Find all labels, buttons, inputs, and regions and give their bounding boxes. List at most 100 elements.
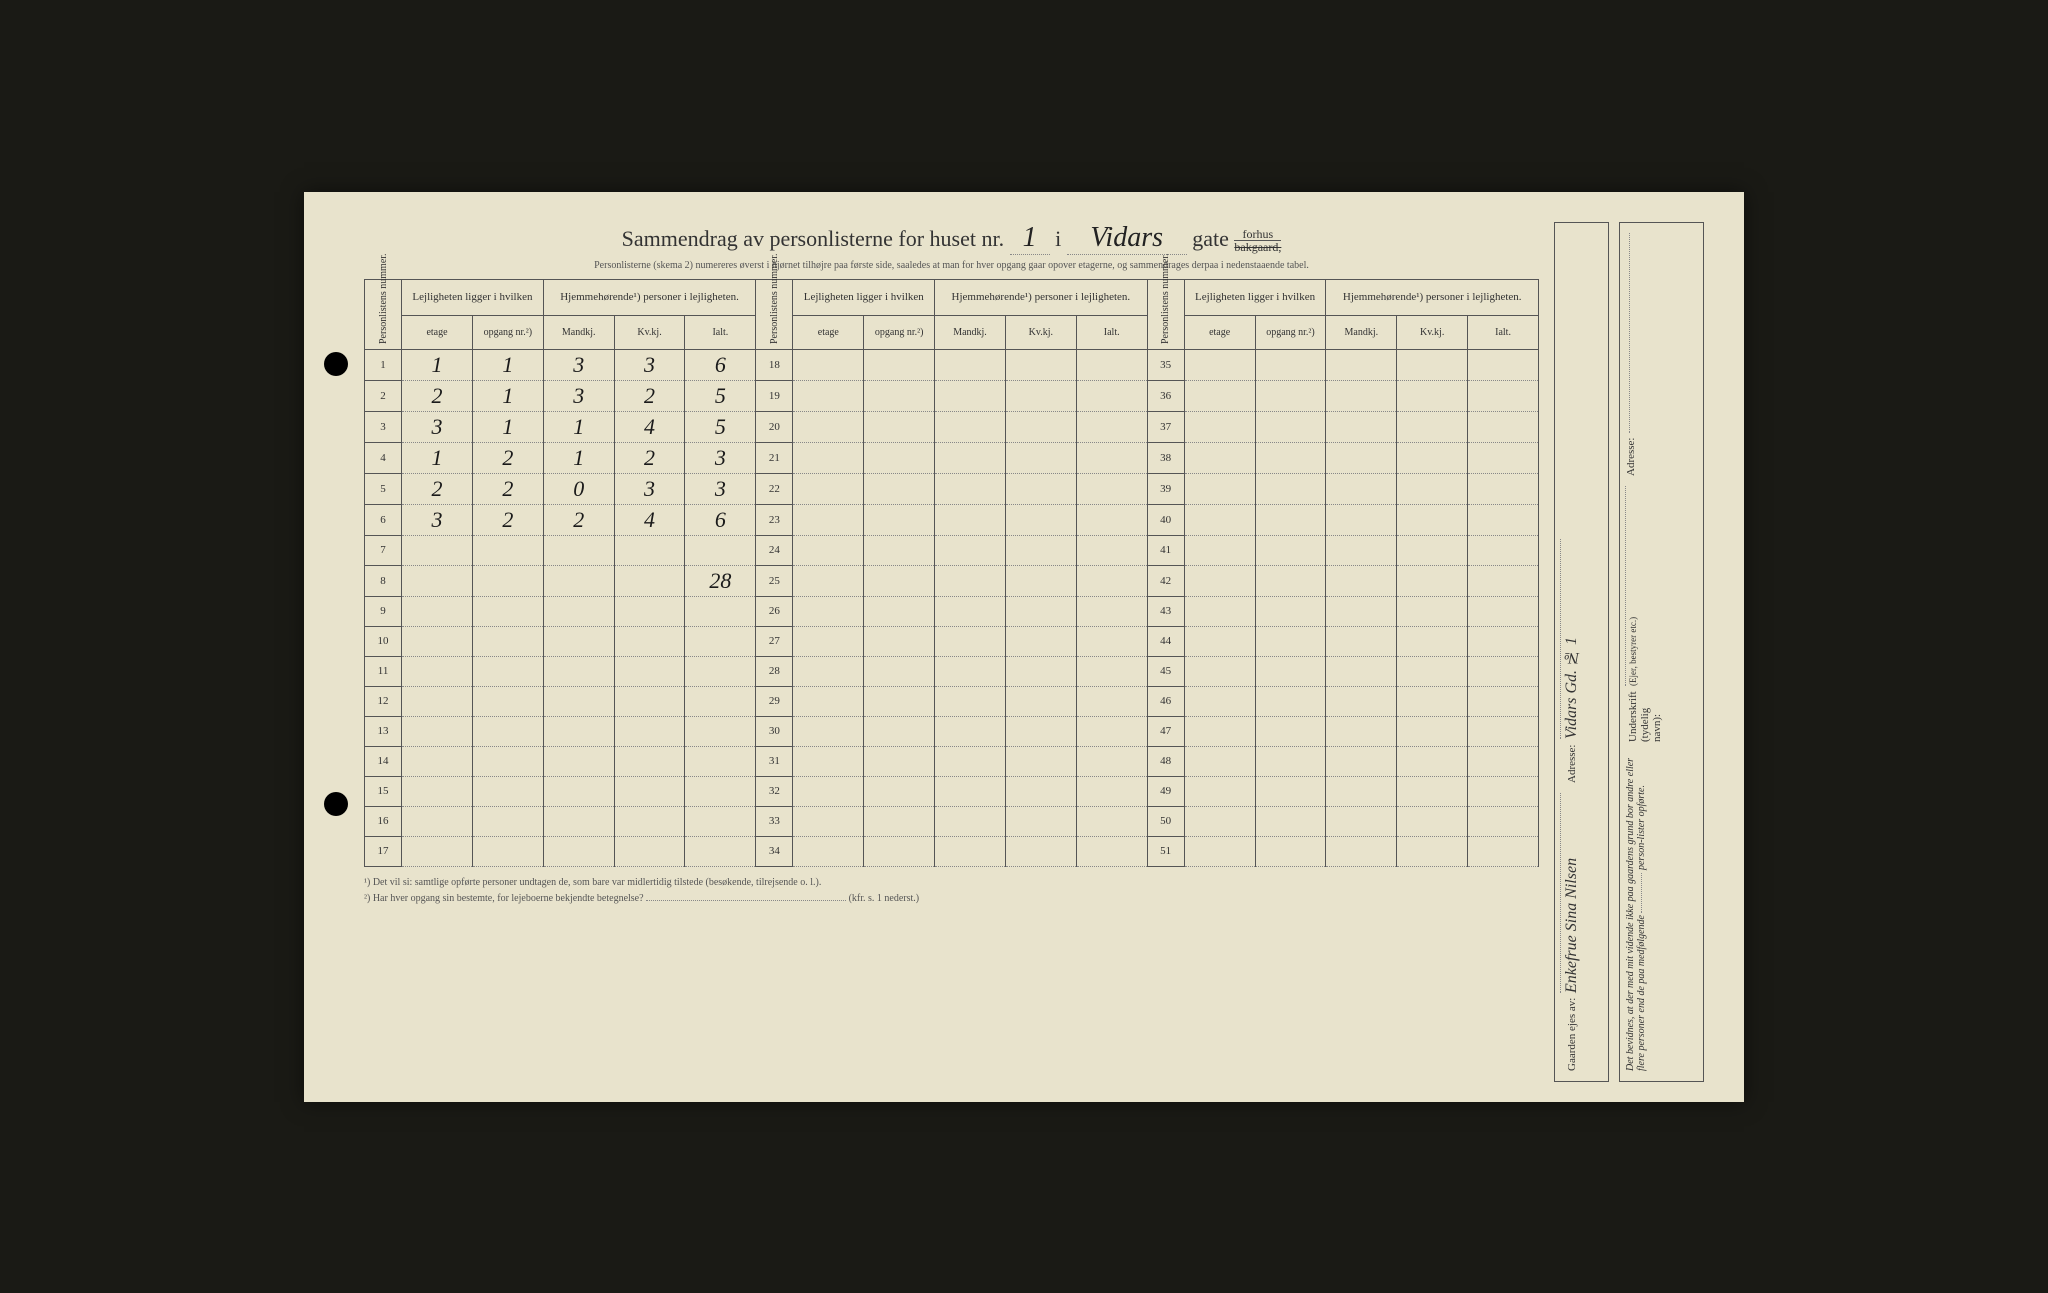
footnote-2: ²) Har hver opgang sin bestemte, for lej… (364, 891, 1539, 907)
cell-ialt (685, 686, 756, 716)
cell-kvkj (614, 565, 685, 596)
cell-mandkj: 1 (543, 411, 614, 442)
row-num: 43 (1147, 596, 1184, 626)
gaarden-label: Gaarden ejes av: (1566, 997, 1578, 1070)
row-num: 28 (756, 656, 793, 686)
table-row: 163350 (365, 806, 1539, 836)
cell-kvkj: 4 (614, 411, 685, 442)
cell-ialt (685, 656, 756, 686)
cell-ialt: 6 (685, 349, 756, 380)
th-hjemme: Hjemmehørende¹) personer i lejligheten. (935, 279, 1148, 315)
cell-opgang (472, 626, 543, 656)
row-num: 1 (365, 349, 402, 380)
th-lejligheten: Lejligheten ligger i hvilken (793, 279, 935, 315)
row-num: 22 (756, 473, 793, 504)
th-hjemme: Hjemmehørende¹) personer i lejligheten. (543, 279, 756, 315)
th-opgang: opgang nr.²) (472, 315, 543, 349)
row-num: 33 (756, 806, 793, 836)
cell-mandkj (543, 565, 614, 596)
cell-ialt: 3 (685, 473, 756, 504)
row-num: 15 (365, 776, 402, 806)
row-num: 17 (365, 836, 402, 866)
cell-etage (402, 776, 473, 806)
row-num: 31 (756, 746, 793, 776)
row-num: 41 (1147, 535, 1184, 565)
cell-kvkj (614, 596, 685, 626)
row-num: 25 (756, 565, 793, 596)
cell-kvkj (614, 656, 685, 686)
row-num: 37 (1147, 411, 1184, 442)
adresse-value: Vidars Gd. № 1 (1560, 539, 1581, 739)
forhus-bakgaard-toggle: forhus bakgaard, (1234, 228, 1281, 253)
cell-opgang: 1 (472, 411, 543, 442)
row-num: 19 (756, 380, 793, 411)
table-header: Personlistens nummer. Lejligheten ligger… (365, 279, 1539, 349)
cell-opgang: 2 (472, 473, 543, 504)
table-row: 102744 (365, 626, 1539, 656)
th-lejligheten: Lejligheten ligger i hvilken (1184, 279, 1326, 315)
row-num: 49 (1147, 776, 1184, 806)
title-suffix: gate (1192, 226, 1229, 251)
row-num: 6 (365, 504, 402, 535)
underskrift-label: Underskrift (tydelig navn): (1627, 691, 1663, 742)
cell-mandkj: 3 (543, 349, 614, 380)
cell-etage (402, 806, 473, 836)
cell-ialt (685, 626, 756, 656)
table-row: 143148 (365, 746, 1539, 776)
gaarden-value: Enkefrue Sina Nilsen (1560, 792, 1581, 992)
cell-opgang (472, 596, 543, 626)
cell-etage: 1 (402, 349, 473, 380)
form-area: Sammendrag av personlisterne for huset n… (364, 222, 1539, 1082)
row-num: 13 (365, 716, 402, 746)
forhus-label: forhus (1234, 228, 1281, 240)
row-num: 2 (365, 380, 402, 411)
th-ialt: Ialt. (685, 315, 756, 349)
cell-opgang: 1 (472, 380, 543, 411)
table-row: 122946 (365, 686, 1539, 716)
row-num: 38 (1147, 442, 1184, 473)
row-num: 3 (365, 411, 402, 442)
cell-etage (402, 746, 473, 776)
row-num: 50 (1147, 806, 1184, 836)
cell-kvkj (614, 686, 685, 716)
cell-kvkj: 2 (614, 380, 685, 411)
cell-etage (402, 626, 473, 656)
cell-etage: 1 (402, 442, 473, 473)
th-personlistens: Personlistens nummer. (756, 279, 793, 349)
census-table: Personlistens nummer. Lejligheten ligger… (364, 279, 1539, 867)
row-num: 27 (756, 626, 793, 656)
title-mid: i (1055, 226, 1061, 251)
table-row: 4121232138 (365, 442, 1539, 473)
row-num: 9 (365, 596, 402, 626)
cell-ialt: 28 (685, 565, 756, 596)
cell-etage (402, 535, 473, 565)
cell-kvkj (614, 746, 685, 776)
th-opgang: opgang nr.²) (1255, 315, 1326, 349)
cell-opgang (472, 836, 543, 866)
row-num: 14 (365, 746, 402, 776)
cell-ialt (685, 596, 756, 626)
adresse-label-2: Adresse: (1625, 438, 1637, 477)
main-layout: Sammendrag av personlisterne for huset n… (364, 222, 1704, 1082)
person-lister: person-lister opførte. (1636, 785, 1647, 870)
cell-opgang (472, 806, 543, 836)
ejer-note: (Ejer, bestyrer etc.) (1625, 486, 1638, 686)
footnotes: ¹) Det vil si: samtlige opførte personer… (364, 875, 1539, 907)
cell-ialt (685, 836, 756, 866)
cell-mandkj (543, 535, 614, 565)
row-num: 46 (1147, 686, 1184, 716)
cell-opgang (472, 746, 543, 776)
row-num: 5 (365, 473, 402, 504)
th-lejligheten: Lejligheten ligger i hvilken (402, 279, 544, 315)
cell-kvkj (614, 716, 685, 746)
th-mandkj: Mandkj. (1326, 315, 1397, 349)
row-num: 34 (756, 836, 793, 866)
side-panels: Gaarden ejes av: Enkefrue Sina Nilsen Ad… (1554, 222, 1704, 1082)
table-row: 2213251936 (365, 380, 1539, 411)
cell-etage (402, 656, 473, 686)
row-num: 20 (756, 411, 793, 442)
table-body: 1113361835221325193633114520374121232138… (365, 349, 1539, 866)
table-row: 153249 (365, 776, 1539, 806)
th-ialt: Ialt. (1468, 315, 1539, 349)
cell-mandkj: 2 (543, 504, 614, 535)
